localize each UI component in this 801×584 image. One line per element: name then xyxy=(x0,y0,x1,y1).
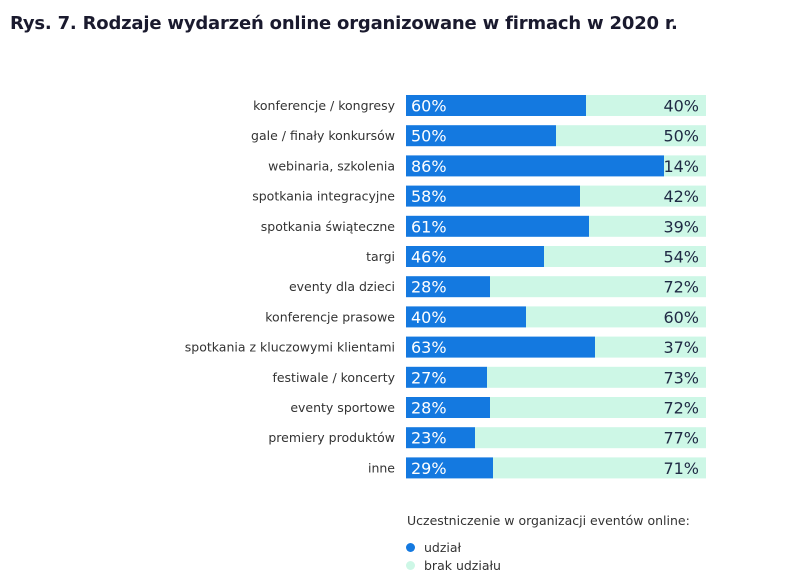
bar-brak-udzialu-3 xyxy=(580,185,706,207)
category-label-4: spotkania świąteczne xyxy=(261,219,396,234)
value-label-udzial-1: 50% xyxy=(411,127,447,146)
value-label-udzial-9: 27% xyxy=(411,368,447,387)
bar-brak-udzialu-4 xyxy=(589,215,706,237)
category-label-2: webinaria, szkolenia xyxy=(268,158,395,173)
bar-udzial-8 xyxy=(406,336,595,358)
bar-udzial-0 xyxy=(406,95,586,116)
value-label-brak-udzialu-10: 72% xyxy=(663,399,699,418)
value-label-brak-udzialu-4: 39% xyxy=(663,217,699,236)
bar-brak-udzialu-0 xyxy=(586,95,706,116)
bar-udzial-6 xyxy=(406,276,490,298)
bar-brak-udzialu-11 xyxy=(475,427,706,449)
value-label-brak-udzialu-8: 37% xyxy=(663,338,699,357)
category-label-11: premiery produktów xyxy=(268,430,395,445)
bar-udzial-12 xyxy=(406,457,493,479)
bar-brak-udzialu-8 xyxy=(595,336,706,358)
value-label-brak-udzialu-7: 60% xyxy=(663,308,699,327)
category-label-7: konferencje prasowe xyxy=(265,309,395,324)
legend-item-udzial: udział xyxy=(406,540,461,555)
bar-udzial-10 xyxy=(406,397,490,418)
bar-brak-udzialu-6 xyxy=(490,276,706,298)
value-label-udzial-6: 28% xyxy=(411,278,447,297)
value-label-brak-udzialu-5: 54% xyxy=(663,248,699,267)
bar-udzial-4 xyxy=(406,215,589,237)
legend-swatch-udzial xyxy=(406,543,415,552)
bar-udzial-11 xyxy=(406,427,475,449)
value-label-brak-udzialu-2: 14% xyxy=(663,157,699,176)
bar-brak-udzialu-10 xyxy=(490,397,706,418)
legend-label-brak-udzialu: brak udziału xyxy=(424,558,501,573)
category-label-10: eventy sportowe xyxy=(290,400,395,415)
bar-brak-udzialu-12 xyxy=(493,457,706,479)
category-label-1: gale / finały konkursów xyxy=(251,128,395,143)
value-label-brak-udzialu-12: 71% xyxy=(663,459,699,478)
legend-item-brak-udzialu: brak udziału xyxy=(406,558,501,573)
value-label-brak-udzialu-11: 77% xyxy=(663,429,699,448)
value-label-udzial-2: 86% xyxy=(411,157,447,176)
chart-title: Rys. 7. Rodzaje wydarzeń online organizo… xyxy=(10,13,678,34)
bar-udzial-7 xyxy=(406,306,526,328)
value-label-udzial-5: 46% xyxy=(411,248,447,267)
value-label-udzial-4: 61% xyxy=(411,217,447,236)
stacked-bar-chart: konferencje / kongresy 60% 40% gale / finał… xyxy=(185,95,706,479)
value-label-brak-udzialu-0: 40% xyxy=(663,97,699,116)
value-label-brak-udzialu-6: 72% xyxy=(663,278,699,297)
bar-brak-udzialu-5 xyxy=(544,246,706,267)
value-label-udzial-12: 29% xyxy=(411,459,447,478)
bar-udzial-9 xyxy=(406,366,487,388)
legend-title: Uczestniczenie w organizacji eventów onl… xyxy=(407,513,690,528)
bar-udzial-1 xyxy=(406,125,556,147)
value-label-brak-udzialu-1: 50% xyxy=(663,127,699,146)
bar-brak-udzialu-7 xyxy=(526,306,706,328)
value-label-brak-udzialu-3: 42% xyxy=(663,187,699,206)
value-label-udzial-8: 63% xyxy=(411,338,447,357)
category-label-12: inne xyxy=(368,460,395,475)
legend-label-udzial: udział xyxy=(424,540,462,555)
value-label-udzial-7: 40% xyxy=(411,308,447,327)
value-label-udzial-0: 60% xyxy=(411,97,447,116)
bar-udzial-2 xyxy=(406,155,664,177)
category-label-8: spotkania z kluczowymi klientami xyxy=(185,340,395,355)
category-label-9: festiwale / koncerty xyxy=(272,370,395,385)
bar-udzial-3 xyxy=(406,185,580,207)
bar-brak-udzialu-2 xyxy=(664,155,706,177)
category-label-3: spotkania integracyjne xyxy=(252,189,395,204)
bar-udzial-5 xyxy=(406,246,544,267)
legend-swatch-brak-udzialu xyxy=(406,561,415,570)
bar-brak-udzialu-9 xyxy=(487,366,706,388)
category-label-5: targi xyxy=(366,249,395,264)
bar-brak-udzialu-1 xyxy=(556,125,706,147)
category-label-0: konferencje / kongresy xyxy=(253,98,395,113)
value-label-udzial-11: 23% xyxy=(411,429,447,448)
value-label-brak-udzialu-9: 73% xyxy=(663,368,699,387)
category-label-6: eventy dla dzieci xyxy=(289,279,395,294)
value-label-udzial-10: 28% xyxy=(411,399,447,418)
value-label-udzial-3: 58% xyxy=(411,187,447,206)
